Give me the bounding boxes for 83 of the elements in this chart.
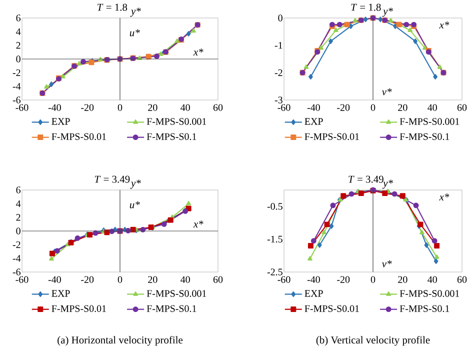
- text: (a) Horizontal velocity profile: [58, 336, 183, 346]
- legend-label: F-MPS-S0.1: [146, 305, 196, 312]
- y-tick-label: 4: [16, 200, 21, 207]
- text: y*: [130, 180, 141, 189]
- x-tick-label: -40: [48, 104, 61, 111]
- x-tick-label: -40: [307, 104, 320, 111]
- y-tick-label: 6: [16, 14, 21, 22]
- chart-title: T = 3.49: [348, 176, 384, 183]
- text: (b) Vertical velocity profile: [316, 336, 430, 346]
- legend-label: EXP: [52, 118, 70, 125]
- legend-label: EXP: [304, 290, 323, 297]
- legend-label: F-MPS-S0.001: [400, 118, 460, 125]
- y-tick-label: 2: [16, 42, 20, 49]
- x-tick-label: 60: [457, 104, 467, 111]
- x-tick-label: 40: [180, 104, 190, 111]
- x-tick-label: 20: [398, 276, 408, 283]
- y-tick-label: -2.5: [267, 268, 282, 276]
- y-tick-label: 0: [16, 56, 20, 62]
- x-tick-label: 40: [428, 276, 437, 283]
- y-tick-label: 2: [16, 214, 20, 221]
- y-tick-label: -6: [12, 268, 21, 276]
- y-tick-label: -2: [12, 69, 20, 76]
- x-tick-label: -40: [48, 276, 61, 283]
- legend-label: F-MPS-S0.001: [146, 290, 206, 297]
- text: y*: [382, 180, 393, 189]
- y-tick-label: -4: [12, 83, 21, 90]
- x-tick-label: -60: [16, 104, 28, 111]
- legend-label: F-MPS-S0.1: [400, 133, 450, 140]
- y-tick-label: -2: [274, 69, 282, 76]
- x-tick-label: 0: [370, 104, 376, 111]
- x-tick-label: -60: [278, 104, 290, 111]
- x-tick-label: -60: [16, 276, 28, 283]
- y-tick-label: 0: [16, 228, 20, 234]
- x-tick-label: 0: [118, 104, 122, 111]
- x-tick-label: -40: [307, 276, 320, 283]
- y-axis-title: v*: [382, 260, 392, 268]
- y-tick-label: -2: [12, 241, 20, 248]
- x-tick-label: 40: [428, 104, 437, 111]
- x-tick-label: 60: [213, 104, 223, 111]
- x-tick-label: -20: [81, 276, 94, 283]
- y-tick-label: 6: [16, 186, 21, 194]
- x-tick-label: 0: [118, 276, 122, 283]
- chart-title: T = 1.8: [98, 4, 128, 11]
- x-tick-label: -20: [81, 104, 94, 111]
- x-tick-label: 40: [180, 276, 190, 283]
- y-tick-label: -1: [274, 42, 282, 49]
- y-axis-title: v*: [382, 88, 392, 96]
- text: y*: [130, 8, 141, 17]
- x-axis-title: x*: [193, 220, 204, 228]
- x-tick-label: 60: [457, 276, 467, 283]
- y-tick-label: -3: [274, 96, 282, 104]
- legend-label: EXP: [52, 290, 70, 297]
- y-axis-title: u*: [130, 201, 140, 208]
- legend-label: F-MPS-S0.01: [52, 305, 106, 312]
- y-tick-label: 4: [16, 28, 21, 35]
- x-tick-label: 0: [370, 276, 376, 283]
- y-tick-label: -1.5: [267, 236, 282, 243]
- legend-label: F-MPS-S0.001: [146, 118, 206, 125]
- x-tick-label: -20: [337, 104, 350, 111]
- x-tick-label: -60: [278, 276, 290, 283]
- text: y*: [382, 8, 393, 17]
- x-tick-label: 20: [148, 276, 158, 283]
- legend-label: F-MPS-S0.1: [146, 133, 196, 140]
- y-tick-label: -0.5: [267, 203, 282, 210]
- legend-label: F-MPS-S0.01: [52, 133, 106, 140]
- y-tick-label: -4: [12, 255, 21, 262]
- x-tick-label: -20: [337, 276, 350, 283]
- y-tick-label: 0: [278, 14, 282, 22]
- x-axis-title: x*: [193, 48, 204, 56]
- y-axis-title: u*: [130, 29, 140, 36]
- legend-label: F-MPS-S0.1: [400, 305, 450, 312]
- x-tick-label: 60: [213, 276, 223, 283]
- x-axis-title: x*: [439, 22, 450, 28]
- chart-title: T = 3.49: [94, 176, 130, 183]
- chart-title: T = 1.8: [351, 4, 381, 11]
- y-tick-label: -6: [12, 96, 21, 104]
- legend-label: F-MPS-S0.001: [400, 290, 460, 297]
- legend-label: F-MPS-S0.01: [304, 133, 359, 140]
- x-tick-label: 20: [148, 104, 158, 111]
- x-tick-label: 20: [398, 104, 408, 111]
- legend-label: F-MPS-S0.01: [304, 305, 359, 312]
- x-axis-title: x*: [439, 194, 450, 200]
- legend-label: EXP: [304, 118, 323, 125]
